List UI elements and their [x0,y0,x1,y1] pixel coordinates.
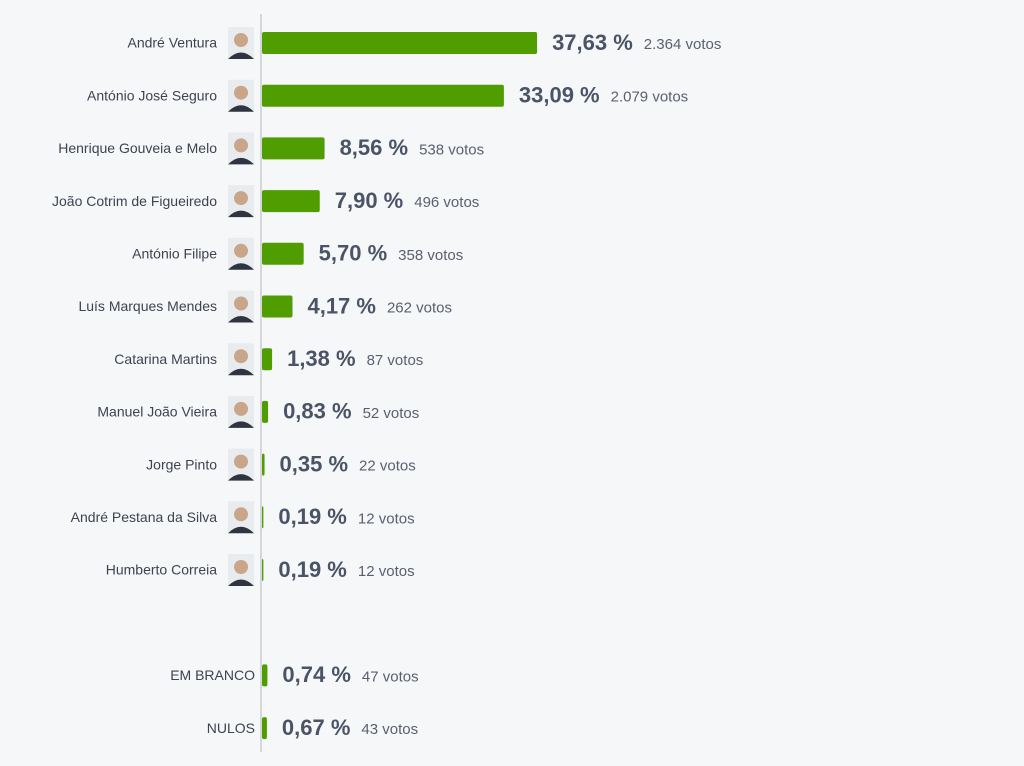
bar [262,348,273,371]
photo-head [234,191,248,206]
photo-body [228,474,254,481]
candidate-photo [228,27,254,59]
votes-label: 538 votos [419,141,484,158]
votes-label: 12 votos [358,563,415,580]
photo-body [228,263,254,270]
bar [262,242,304,265]
value-label: 1,38 % [287,346,356,371]
value-label: 0,74 % [282,662,351,687]
photo-head [234,33,248,47]
value-label: 0,19 % [278,557,347,582]
value-label: 0,35 % [280,451,349,476]
photo-head [234,243,248,258]
bar [262,400,269,423]
candidate-photo [228,554,254,586]
bar [262,664,268,687]
votes-label: 262 votos [387,299,452,316]
value-label: 7,90 % [335,188,404,213]
photo-head [234,507,248,522]
candidate-photo [228,290,254,323]
category-label: Henrique Gouveia e Melo [58,140,217,156]
photo-body [228,157,254,165]
votes-label: 47 votos [362,668,419,685]
photo-head [234,560,248,574]
value-label: 0,83 % [283,399,352,424]
photo-body [228,52,254,59]
photo-body [228,210,254,218]
photo-body [228,579,254,586]
candidate-photo [228,185,254,218]
bar [262,295,293,318]
votes-label: 2.079 votos [611,89,689,106]
category-label: Catarina Martins [114,351,217,367]
bar [262,506,264,529]
photo-head [234,349,248,364]
votes-label: 496 votos [414,194,479,211]
photo-head [234,85,248,100]
candidate-photo [228,448,254,481]
candidate-photo [228,79,254,112]
bar [262,559,264,581]
value-label: 8,56 % [340,135,409,160]
candidate-photo [228,501,254,534]
value-label: 37,63 % [552,30,633,55]
photo-body [228,368,254,376]
category-label: Jorge Pinto [146,456,217,472]
category-label: EM BRANCO [170,667,255,683]
votes-label: 2.364 votos [644,36,722,53]
value-label: 0,19 % [278,504,347,529]
value-label: 5,70 % [319,241,388,266]
photo-body [228,526,254,534]
votes-label: 43 votos [361,721,418,738]
category-label: António Filipe [132,246,217,262]
category-label: Manuel João Vieira [97,404,217,420]
category-label: André Ventura [127,35,217,51]
votes-label: 87 votos [367,352,424,369]
bar [262,453,265,476]
candidate-photo [228,132,254,165]
votes-label: 12 votos [358,510,415,527]
candidate-photo [228,395,254,428]
bar [262,32,538,54]
photo-body [228,316,254,323]
category-label: Luís Marques Mendes [78,298,217,314]
category-label: NULOS [207,720,255,736]
votes-label: 358 votos [398,247,463,264]
photo-head [234,138,248,153]
photo-head [234,296,248,311]
category-label: Humberto Correia [106,562,217,578]
votes-label: 52 votos [363,405,420,422]
value-label: 4,17 % [307,293,376,318]
photo-head [234,454,248,469]
value-label: 0,67 % [282,715,351,740]
category-label: António José Seguro [87,87,217,103]
candidate-photo [228,343,254,376]
photo-body [228,105,254,112]
photo-body [228,421,254,428]
bar [262,190,320,213]
value-label: 33,09 % [519,83,600,108]
bar [262,84,504,107]
category-label: João Cotrim de Figueiredo [52,193,217,209]
bar [262,717,267,740]
category-label: André Pestana da Silva [71,509,218,525]
candidate-photo [228,237,254,270]
votes-label: 22 votos [359,458,416,475]
photo-head [234,401,248,416]
bar [262,137,325,160]
